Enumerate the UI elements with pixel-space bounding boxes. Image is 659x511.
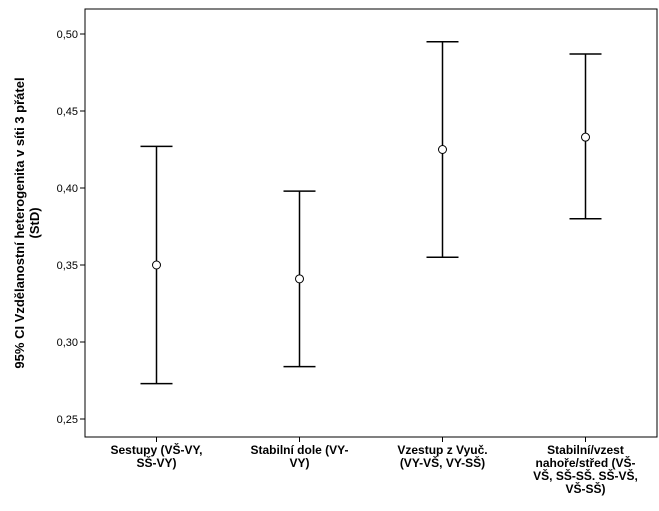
error-bars: [141, 42, 602, 442]
mean-marker: [439, 146, 447, 154]
mean-marker: [296, 275, 304, 283]
category-label: Stabilní dole (VY-VY): [250, 443, 348, 470]
error-bar: [427, 42, 459, 442]
error-bar: [570, 54, 602, 442]
y-axis-title: 95% CI Vzdělanostní heterogenita v síti …: [12, 77, 42, 368]
category-label: Sestupy (VŠ-VY, SŠ-VY): [110, 442, 202, 470]
error-bar: [284, 191, 316, 442]
y-tick-label: 0,45: [57, 106, 78, 118]
category-label: Stabilní/vzest nahoře/střed (VŠ-VŠ, SŠ-SŠ…: [533, 443, 638, 496]
x-axis-labels: Sestupy (VŠ-VY, SŠ-VY) Stabilní dole (VY-V…: [110, 442, 637, 496]
y-tick-label: 0,40: [57, 183, 78, 195]
plot-area-frame: [85, 9, 657, 437]
mean-marker: [582, 133, 590, 141]
y-tick-label: 0,50: [57, 29, 78, 41]
category-label: Vzestup z Vyuč. (VY-VŠ, VY-SŠ): [397, 443, 487, 470]
y-tick-label: 0,25: [57, 414, 78, 426]
mean-marker: [153, 261, 161, 269]
y-tick-label: 0,35: [57, 260, 78, 272]
error-bar: [141, 146, 173, 442]
y-axis: 0,25 0,30 0,35 0,40 0,45 0,50: [57, 29, 85, 426]
y-tick-label: 0,30: [57, 337, 78, 349]
